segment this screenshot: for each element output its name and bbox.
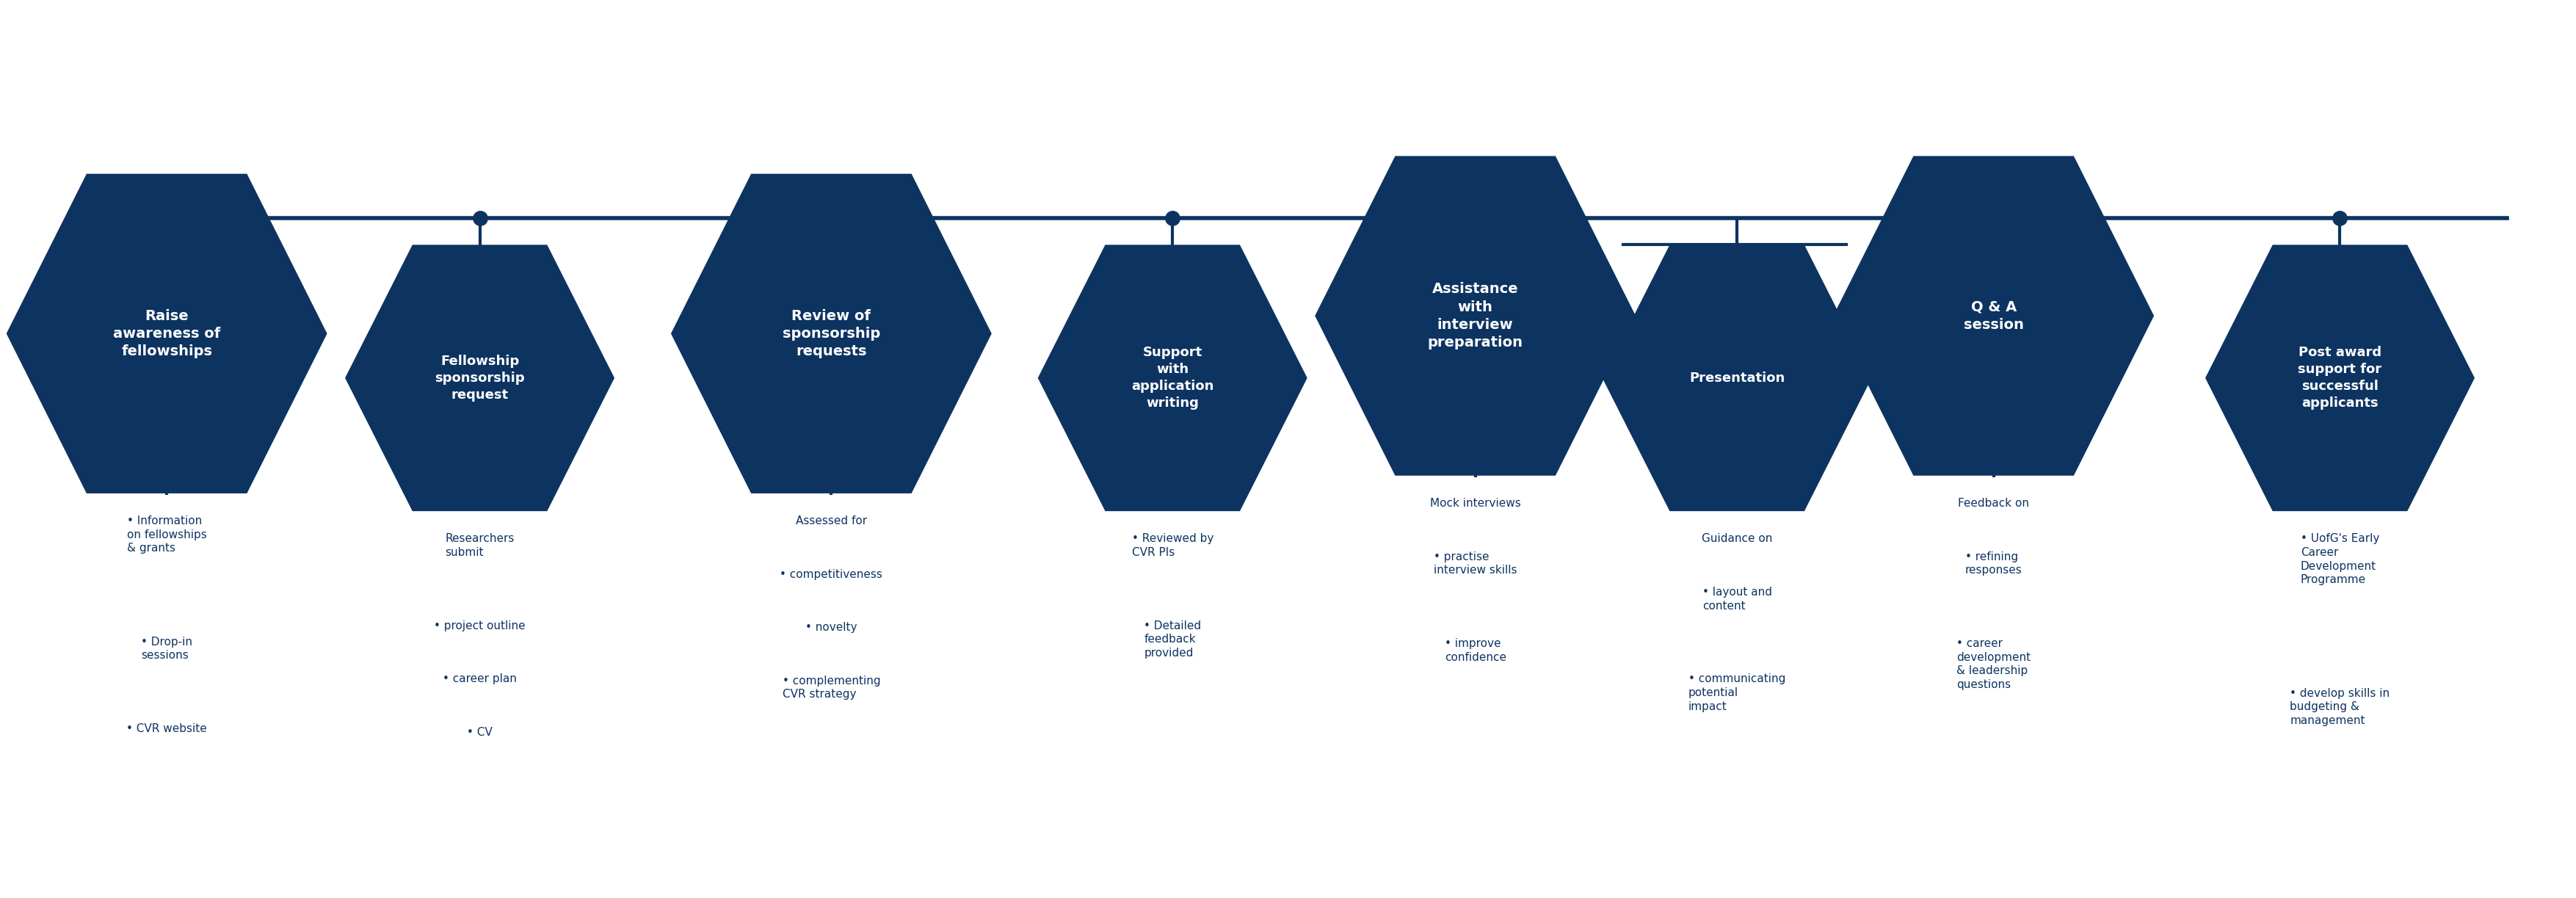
Polygon shape bbox=[2205, 245, 2476, 511]
Text: • UofG's Early
Career
Development
Programme: • UofG's Early Career Development Progra… bbox=[2300, 533, 2380, 585]
Text: • competitiveness: • competitiveness bbox=[781, 568, 884, 580]
Text: • refining
responses: • refining responses bbox=[1965, 551, 2022, 576]
Polygon shape bbox=[1602, 245, 1873, 511]
Text: Assistance
with
interview
preparation: Assistance with interview preparation bbox=[1427, 282, 1522, 349]
Text: Guidance on: Guidance on bbox=[1703, 533, 1772, 544]
Polygon shape bbox=[1834, 156, 2154, 476]
Polygon shape bbox=[5, 174, 327, 493]
Text: • Information
on fellowships
& grants: • Information on fellowships & grants bbox=[126, 515, 206, 554]
Text: • complementing
CVR strategy: • complementing CVR strategy bbox=[783, 675, 881, 700]
Text: Fellowship
sponsorship
request: Fellowship sponsorship request bbox=[435, 355, 526, 401]
Polygon shape bbox=[1314, 156, 1636, 476]
Text: Assessed for: Assessed for bbox=[796, 515, 868, 526]
Text: • CV: • CV bbox=[466, 726, 492, 738]
Polygon shape bbox=[1038, 245, 1306, 511]
Polygon shape bbox=[670, 174, 992, 493]
Text: • career
development
& leadership
questions: • career development & leadership questi… bbox=[1958, 638, 2030, 690]
Text: • career plan: • career plan bbox=[443, 674, 518, 684]
Text: Researchers
submit: Researchers submit bbox=[446, 533, 515, 558]
Text: Post award
support for
successful
applicants: Post award support for successful applic… bbox=[2298, 346, 2383, 409]
Text: Raise
awareness of
fellowships: Raise awareness of fellowships bbox=[113, 309, 222, 358]
Polygon shape bbox=[345, 245, 616, 511]
Text: • practise
interview skills: • practise interview skills bbox=[1435, 551, 1517, 576]
Text: Mock interviews: Mock interviews bbox=[1430, 497, 1520, 509]
Text: Q & A
session: Q & A session bbox=[1963, 300, 2025, 331]
Text: • Reviewed by
CVR PIs: • Reviewed by CVR PIs bbox=[1131, 533, 1213, 558]
Text: • develop skills in
budgeting &
management: • develop skills in budgeting & manageme… bbox=[2290, 688, 2391, 726]
Text: Review of
sponsorship
requests: Review of sponsorship requests bbox=[783, 309, 881, 358]
Text: • novelty: • novelty bbox=[806, 622, 858, 633]
Text: • Drop-in
sessions: • Drop-in sessions bbox=[142, 637, 193, 661]
Text: • layout and
content: • layout and content bbox=[1703, 586, 1772, 612]
Text: Support
with
application
writing: Support with application writing bbox=[1131, 346, 1213, 409]
Text: Feedback on: Feedback on bbox=[1958, 497, 2030, 509]
Text: • CVR website: • CVR website bbox=[126, 723, 206, 735]
Text: • Detailed
feedback
provided: • Detailed feedback provided bbox=[1144, 621, 1200, 658]
Text: • project outline: • project outline bbox=[433, 621, 526, 631]
Text: • communicating
potential
impact: • communicating potential impact bbox=[1687, 674, 1785, 712]
Text: Presentation: Presentation bbox=[1690, 372, 1785, 384]
Text: • improve
confidence: • improve confidence bbox=[1445, 638, 1507, 663]
